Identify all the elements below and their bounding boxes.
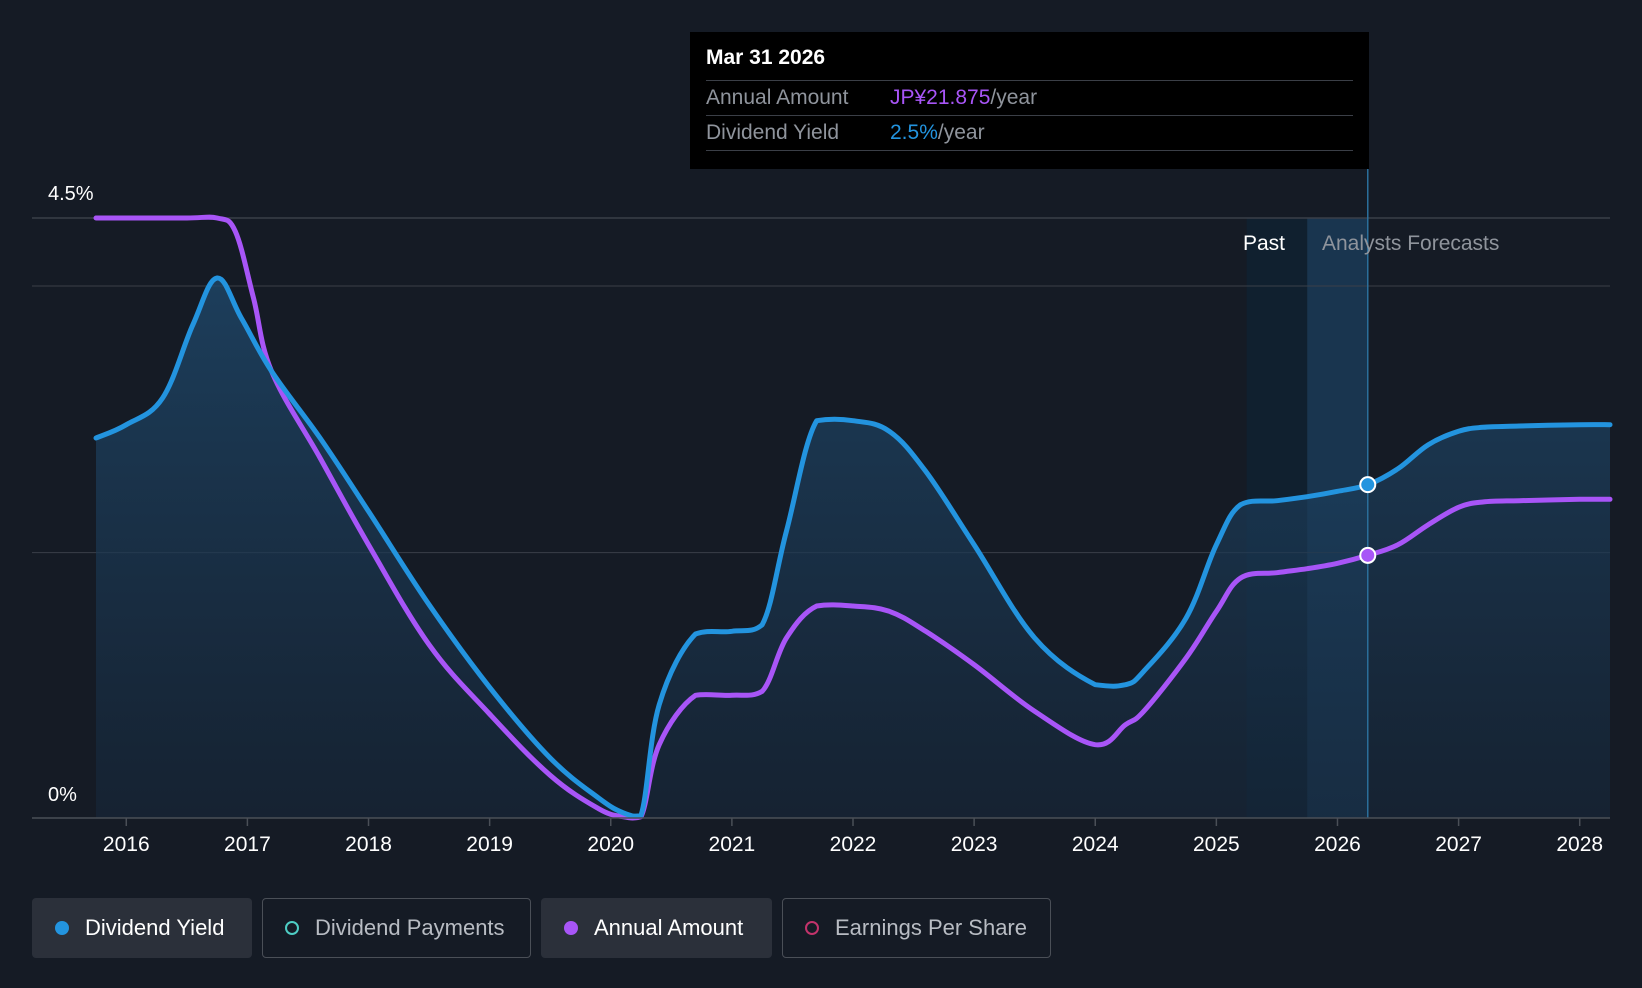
- legend: Dividend Yield Dividend Payments Annual …: [32, 898, 1051, 958]
- dividend-payments-ring-icon: [285, 921, 299, 935]
- legend-earnings-per-share[interactable]: Earnings Per Share: [782, 898, 1051, 958]
- annual-amount-marker: [1359, 546, 1377, 564]
- x-tick-label: 2023: [951, 833, 998, 856]
- tooltip-yield-row: Dividend Yield 2.5%/year: [706, 116, 1353, 151]
- legend-dividend-payments-label: Dividend Payments: [315, 915, 505, 940]
- earnings-per-share-ring-icon: [805, 921, 819, 935]
- dividend-yield-line: [93, 275, 1613, 819]
- tooltip-yield-label: Dividend Yield: [706, 121, 840, 144]
- dividend-yield-dot-icon: [55, 921, 69, 935]
- tooltip-annual-row: Annual Amount JP¥21.875/year: [706, 81, 1353, 116]
- legend-earnings-per-share-label: Earnings Per Share: [835, 915, 1027, 940]
- forecast-label: Analysts Forecasts: [1322, 232, 1499, 255]
- tooltip-yield-unit: /year: [937, 121, 985, 144]
- x-tick-label: 2018: [345, 833, 392, 856]
- x-tick-label: 2020: [587, 833, 634, 856]
- legend-annual-amount-label: Annual Amount: [594, 915, 744, 940]
- dividend-yield-marker: [1359, 476, 1377, 494]
- x-tick-label: 2022: [830, 833, 877, 856]
- tooltip-annual-unit: /year: [990, 86, 1038, 109]
- x-tick-label: 2021: [709, 833, 756, 856]
- tooltip-date: Mar 31 2026: [706, 46, 1353, 81]
- tooltip: Mar 31 2026 Annual Amount JP¥21.875/year …: [690, 32, 1369, 169]
- x-tick-label: 2027: [1435, 833, 1482, 856]
- y-tick-label-top: 4.5%: [48, 183, 94, 205]
- legend-dividend-yield-label: Dividend Yield: [85, 915, 225, 940]
- x-tick-label: 2028: [1556, 833, 1603, 856]
- annual-amount-dot-icon: [564, 921, 578, 935]
- x-tick-label: 2026: [1314, 833, 1361, 856]
- x-tick-label: 2025: [1193, 833, 1240, 856]
- tooltip-yield-value: 2.5%: [890, 121, 938, 144]
- x-tick-label: 2016: [103, 833, 150, 856]
- x-tick-label: 2019: [466, 833, 513, 856]
- legend-dividend-yield[interactable]: Dividend Yield: [32, 898, 252, 958]
- legend-dividend-payments[interactable]: Dividend Payments: [262, 898, 531, 958]
- past-label: Past: [1243, 232, 1285, 255]
- x-tick-label: 2024: [1072, 833, 1119, 856]
- dividend-yield-area: [96, 277, 1610, 818]
- legend-annual-amount[interactable]: Annual Amount: [541, 898, 772, 958]
- x-tick-label: 2017: [224, 833, 271, 856]
- tooltip-annual-label: Annual Amount: [706, 86, 849, 109]
- y-tick-label-bottom: 0%: [48, 784, 77, 806]
- tooltip-annual-value: JP¥21.875: [890, 86, 991, 109]
